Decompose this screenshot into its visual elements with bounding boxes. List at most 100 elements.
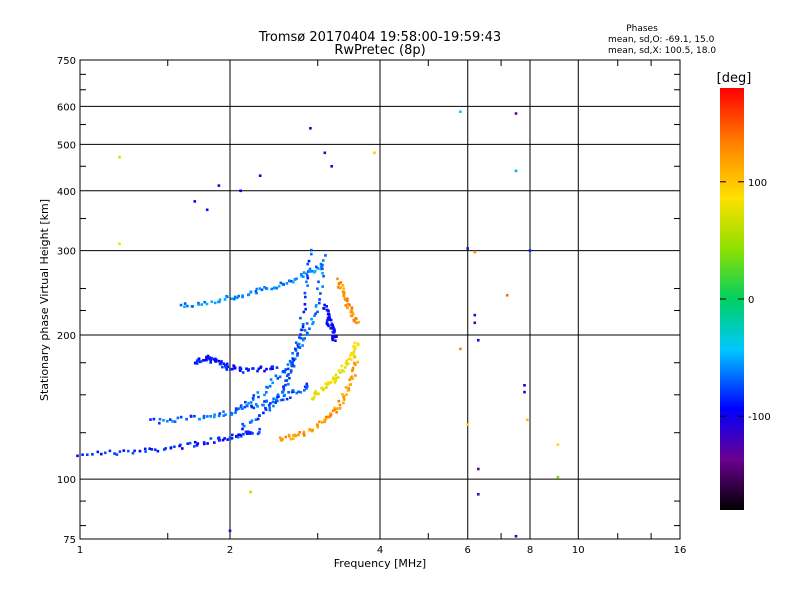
chart-title: Tromsø 20170404 19:58:00-19:59:43 — [258, 30, 501, 45]
data-point — [303, 329, 307, 332]
data-point — [324, 254, 327, 257]
data-point — [329, 326, 333, 330]
data-point — [323, 303, 326, 307]
data-point — [330, 165, 333, 168]
data-point — [208, 357, 211, 361]
data-point — [340, 364, 344, 368]
data-point — [352, 345, 356, 348]
data-point — [209, 359, 213, 363]
data-point — [303, 337, 306, 340]
data-point — [325, 383, 329, 387]
data-point — [193, 414, 196, 418]
data-point — [149, 418, 152, 421]
data-point — [272, 397, 275, 401]
data-point — [209, 437, 213, 440]
data-point — [219, 362, 223, 366]
data-point — [323, 419, 326, 422]
data-point — [343, 398, 346, 401]
data-point — [297, 342, 301, 346]
data-point — [312, 395, 316, 399]
data-point — [213, 301, 217, 305]
data-point — [326, 323, 330, 326]
data-point — [241, 422, 244, 426]
data-point — [235, 435, 238, 438]
data-point — [324, 382, 327, 385]
data-point — [346, 297, 349, 300]
data-point — [263, 286, 266, 289]
data-point — [321, 263, 324, 267]
data-point — [144, 450, 147, 453]
data-point — [333, 406, 336, 410]
data-point — [320, 421, 324, 424]
data-point — [209, 361, 212, 364]
data-point — [286, 363, 290, 366]
data-point — [290, 369, 293, 372]
data-point — [231, 433, 234, 437]
data-point — [333, 328, 336, 331]
data-point — [265, 391, 268, 394]
data-point — [260, 288, 264, 292]
data-point — [357, 320, 361, 324]
data-point — [296, 352, 299, 355]
data-point — [339, 281, 343, 284]
data-point — [179, 415, 183, 419]
data-point — [350, 351, 353, 355]
y-tick-label: 400 — [57, 187, 76, 198]
data-point — [158, 421, 161, 425]
data-point — [302, 275, 305, 278]
data-point — [303, 303, 307, 306]
data-point — [323, 420, 327, 424]
data-point — [344, 298, 347, 302]
data-point — [169, 418, 172, 421]
data-point — [321, 267, 324, 271]
data-point — [300, 273, 303, 276]
data-point — [321, 386, 324, 390]
data-point — [477, 493, 480, 496]
data-point — [514, 534, 518, 538]
data-point — [311, 428, 314, 432]
data-point — [249, 420, 253, 424]
data-point — [285, 374, 289, 378]
data-point — [186, 304, 189, 308]
data-point — [316, 425, 319, 428]
data-point — [311, 322, 314, 326]
data-point — [296, 343, 299, 347]
data-point — [353, 361, 356, 365]
data-point — [324, 417, 328, 421]
data-point — [335, 335, 338, 338]
data-point — [333, 381, 337, 384]
grid-lines — [80, 60, 680, 539]
data-point — [217, 436, 221, 439]
data-point — [314, 392, 318, 396]
data-point — [263, 393, 266, 397]
data-point — [297, 433, 300, 437]
data-point — [297, 345, 300, 349]
data-point — [193, 361, 197, 365]
data-point — [209, 415, 212, 418]
data-point — [523, 384, 526, 387]
data-point — [300, 274, 303, 278]
data-point — [230, 297, 234, 300]
data-point — [354, 374, 357, 377]
data-point — [459, 347, 462, 351]
data-point — [319, 267, 322, 271]
data-point — [325, 305, 328, 308]
data-point — [256, 369, 259, 373]
data-point — [301, 337, 305, 341]
data-point — [270, 287, 273, 291]
data-point — [466, 247, 469, 250]
data-point — [258, 427, 261, 431]
data-point — [523, 390, 526, 394]
data-point — [274, 399, 278, 402]
data-point — [271, 367, 274, 370]
data-point — [466, 423, 469, 426]
data-point — [223, 298, 227, 301]
data-point — [223, 437, 226, 440]
data-point — [202, 414, 206, 418]
data-point — [287, 391, 290, 394]
data-point — [350, 307, 354, 310]
data-point — [287, 373, 290, 376]
data-point — [268, 406, 271, 409]
data-point — [193, 200, 197, 203]
data-point — [234, 407, 238, 410]
